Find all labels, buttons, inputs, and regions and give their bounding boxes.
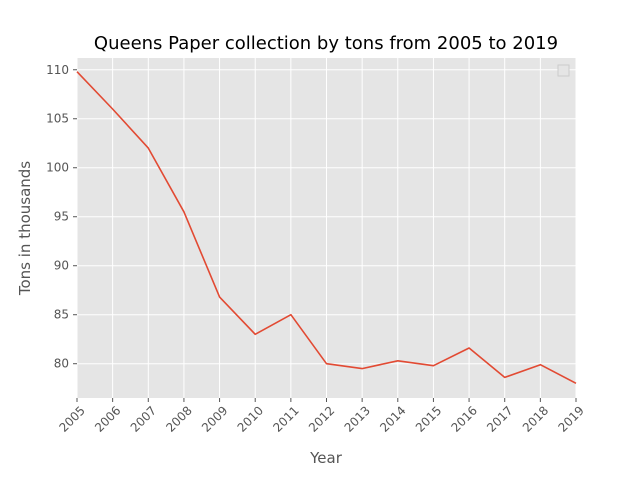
x-tick-label: 2010: [235, 403, 266, 434]
y-tick-label: 80: [54, 357, 69, 371]
chart-title: Queens Paper collection by tons from 200…: [94, 33, 558, 54]
y-axis-label: Tons in thousands: [16, 161, 34, 296]
x-tick-label: 2009: [199, 403, 230, 434]
x-tick-label: 2005: [56, 403, 87, 434]
series-line: [76, 71, 577, 385]
x-tick-label: 2014: [377, 403, 408, 434]
x-tick-label: 2008: [163, 403, 194, 434]
x-axis-label: Year: [309, 449, 343, 467]
y-tick-label: 85: [54, 308, 69, 322]
series-lines: [76, 71, 577, 385]
x-tick-label: 2012: [306, 403, 337, 434]
y-tick-label: 105: [46, 112, 69, 126]
y-tick-label: 100: [46, 161, 69, 175]
x-tick-label: 2015: [413, 403, 444, 434]
tick-labels: 2005 2006 2007 2008 2009 2010 2011 2012 2013 2014…: [46, 63, 587, 435]
x-tick-label: 2018: [520, 403, 551, 434]
y-tick-label: 90: [54, 259, 69, 273]
y-tick-label: 95: [54, 210, 69, 224]
x-tick-label: 2016: [448, 403, 479, 434]
x-tick-label: 2019: [555, 403, 586, 434]
legend-box: [557, 64, 570, 77]
x-tick-label: 2013: [342, 403, 373, 434]
x-tick-label: 2006: [92, 403, 123, 434]
y-tick-label: 110: [46, 63, 69, 77]
x-tick-label: 2007: [128, 403, 159, 434]
x-tick-label: 2011: [270, 403, 301, 434]
x-tick-label: 2017: [484, 403, 515, 434]
